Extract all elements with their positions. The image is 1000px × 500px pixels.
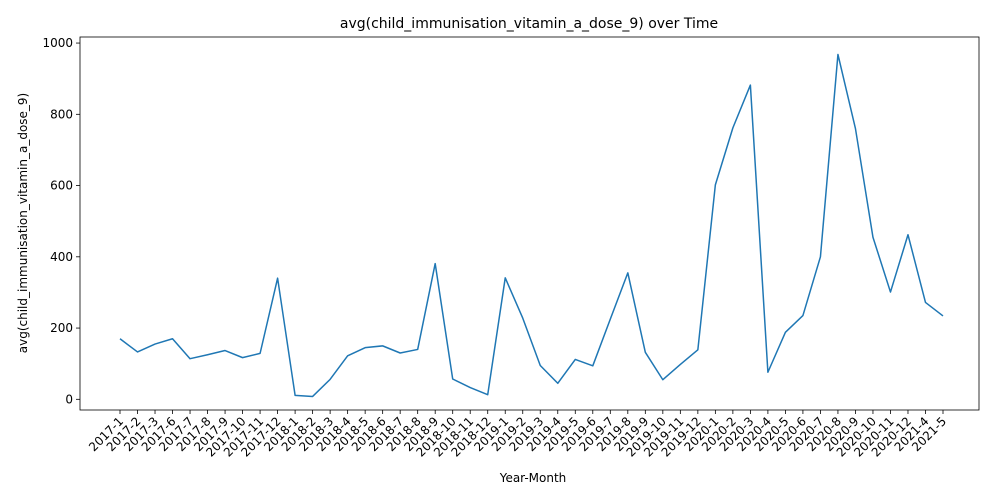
chart-title: avg(child_immunisation_vitamin_a_dose_9)… <box>340 16 718 32</box>
series-line <box>119 53 944 398</box>
x-axis: 2017-12017-22017-32017-62017-72017-82017… <box>86 410 949 460</box>
plot-frame <box>79 36 980 411</box>
y-tick-label: 200 <box>50 321 73 335</box>
y-tick-label: 800 <box>50 107 73 121</box>
y-tick-label: 1000 <box>42 36 73 50</box>
y-tick-label: 0 <box>65 392 73 406</box>
y-tick-label: 400 <box>50 250 73 264</box>
y-axis: 0 200 400 600 800 1000 <box>42 36 80 406</box>
y-axis-label: avg(child_immunisation_vitamin_a_dose_9) <box>16 93 30 353</box>
y-tick-label: 600 <box>50 179 73 193</box>
plot-area <box>119 53 944 398</box>
x-axis-label: Year-Month <box>499 471 567 485</box>
